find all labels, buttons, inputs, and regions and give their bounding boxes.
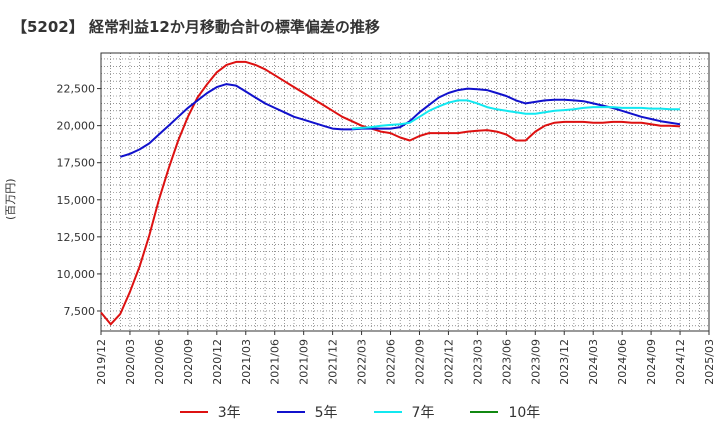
- legend-item: 3年: [179, 402, 241, 422]
- legend: 3年 5年 7年 10年: [0, 402, 720, 422]
- series-line-3年: [100, 60, 681, 326]
- x-tick-label: 2022/09: [413, 339, 426, 385]
- x-tick-label: 2024/09: [645, 339, 658, 385]
- x-tick-label: 2020/06: [153, 339, 166, 385]
- x-tick-label: 2023/09: [529, 339, 542, 385]
- x-tick-label: 2022/12: [442, 339, 455, 385]
- line-chart: 7,500 10,000 12,500 15,000 17,500 20,000 22,50…: [57, 52, 716, 385]
- y-tick-label: 15,000: [57, 194, 96, 207]
- y-tick-label: 20,000: [57, 120, 96, 133]
- legend-item: 7年: [373, 402, 435, 422]
- legend-swatch: [373, 411, 402, 413]
- x-tick-label: 2022/03: [356, 339, 369, 385]
- legend-item: 5年: [276, 402, 338, 422]
- y-tick-label: 7,500: [64, 305, 96, 318]
- x-tick-label: 2019/12: [95, 339, 108, 385]
- x-tick-label: 2023/03: [471, 339, 484, 385]
- x-tick-label: 2023/12: [558, 339, 571, 385]
- x-tick-label: 2021/09: [298, 339, 311, 385]
- x-tick-label: 2023/06: [500, 339, 513, 385]
- x-tick-label: 2020/09: [182, 339, 195, 385]
- chart-title: 【5202】 経常利益12か月移動合計の標準偏差の推移: [12, 18, 380, 36]
- y-tick-label: 12,500: [57, 231, 96, 244]
- legend-label: 10年: [508, 405, 541, 421]
- legend-label: 5年: [314, 405, 338, 421]
- series-line-7年: [351, 99, 680, 130]
- y-tick-label: 17,500: [57, 157, 96, 170]
- legend-label: 7年: [411, 405, 435, 421]
- series-line-5年: [120, 83, 681, 158]
- x-tick-label: 2021/06: [269, 339, 282, 385]
- x-tick-label: 2021/12: [327, 339, 340, 385]
- x-tick-label: 2020/03: [124, 339, 137, 385]
- y-tick-label: 10,000: [57, 268, 96, 281]
- x-tick-label: 2022/06: [385, 339, 398, 385]
- legend-item: 10年: [470, 402, 540, 422]
- x-tick-label: 2020/12: [211, 339, 224, 385]
- plot-frame: [100, 52, 710, 332]
- x-tick-label: 2024/06: [616, 339, 629, 385]
- x-tick-label: 2024/12: [674, 339, 687, 385]
- legend-swatch: [470, 411, 499, 413]
- x-tick-label: 2021/03: [240, 339, 253, 385]
- legend-label: 3年: [217, 405, 241, 421]
- legend-swatch: [179, 411, 208, 413]
- x-tick-label: 2025/03: [703, 339, 716, 385]
- plot-area: [101, 53, 709, 331]
- legend-swatch: [276, 411, 305, 413]
- y-tick-label: 22,500: [57, 83, 96, 96]
- x-tick-label: 2024/03: [587, 339, 600, 385]
